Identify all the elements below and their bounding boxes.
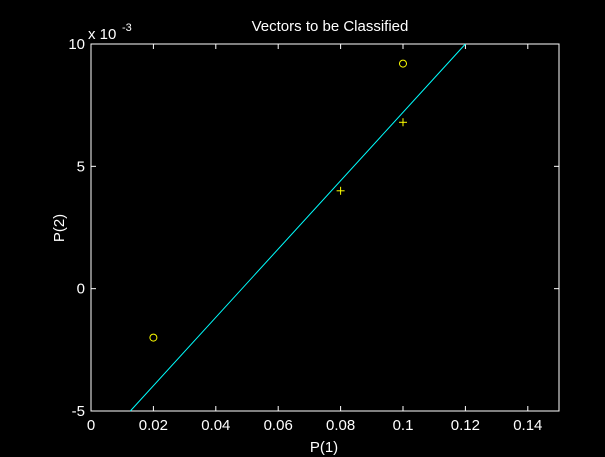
circle-marker: [149, 333, 158, 342]
y-tick-label: 10: [68, 36, 85, 53]
x-tick-label: 0.02: [139, 417, 168, 434]
axes-box: [90, 43, 560, 412]
y-axis-label: P(2): [51, 214, 68, 242]
y-exponent-power: -3: [122, 22, 132, 34]
x-tick-label: 0.08: [326, 417, 355, 434]
x-tick-label: 0.04: [201, 417, 230, 434]
chart-title: Vectors to be Classified: [252, 18, 409, 35]
y-tick-label: 5: [77, 158, 85, 175]
plus-marker: [399, 118, 407, 127]
decision-boundary: [129, 43, 466, 412]
x-tick-label: 0.12: [451, 417, 480, 434]
tick-marks: [90, 43, 559, 412]
x-tick-label: 0.06: [264, 417, 293, 434]
circle-marker: [399, 59, 407, 68]
x-tick-label: 0: [87, 417, 95, 434]
plus-marker: [336, 186, 345, 195]
y-tick-label: 0: [77, 281, 85, 298]
decision-line: [129, 43, 466, 412]
y-exponent-label: x 10: [88, 26, 116, 43]
x-tick-label: 0.14: [513, 417, 542, 434]
axes: [90, 43, 560, 412]
y-tick-label: -5: [72, 403, 85, 420]
x-tick-label: 0.1: [393, 417, 414, 434]
x-axis-label: P(1): [310, 439, 338, 456]
data-markers: [149, 59, 407, 342]
